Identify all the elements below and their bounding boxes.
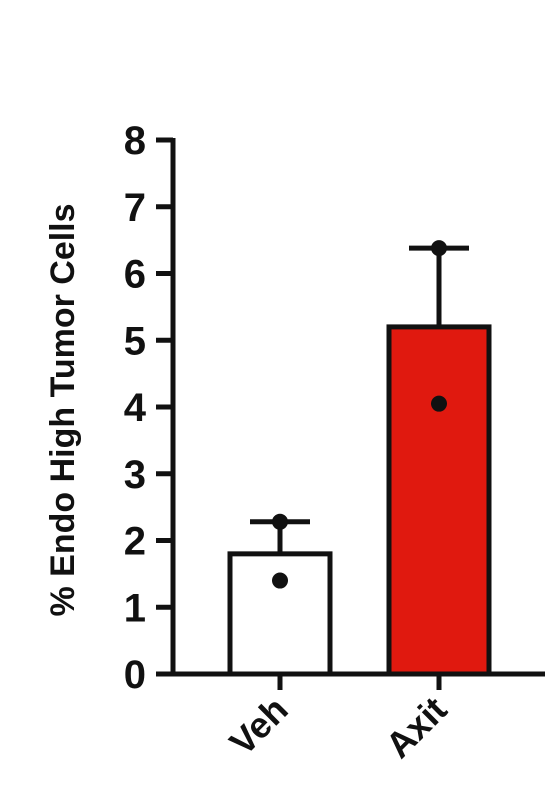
bar-axit <box>386 324 492 677</box>
y-tick-label: 1 <box>124 586 146 630</box>
data-point <box>272 572 288 589</box>
data-point <box>431 240 447 257</box>
bar-veh <box>227 551 333 677</box>
y-tick-label: 0 <box>124 653 146 697</box>
y-tick-label: 6 <box>124 253 146 297</box>
y-tick-label: 2 <box>124 520 146 564</box>
x-tick-label-veh: Veh <box>221 689 295 763</box>
y-axis-title: % Endo High Tumor Cells <box>44 203 82 616</box>
y-tick-label: 8 <box>124 119 146 163</box>
y-tick-label: 3 <box>124 453 146 497</box>
data-point <box>431 395 447 412</box>
y-tick-label: 7 <box>124 186 146 230</box>
x-tick-label-axit: Axit <box>378 689 455 766</box>
y-tick-label: 5 <box>124 319 146 363</box>
y-tick-label: 4 <box>124 386 147 430</box>
data-point <box>272 513 288 530</box>
